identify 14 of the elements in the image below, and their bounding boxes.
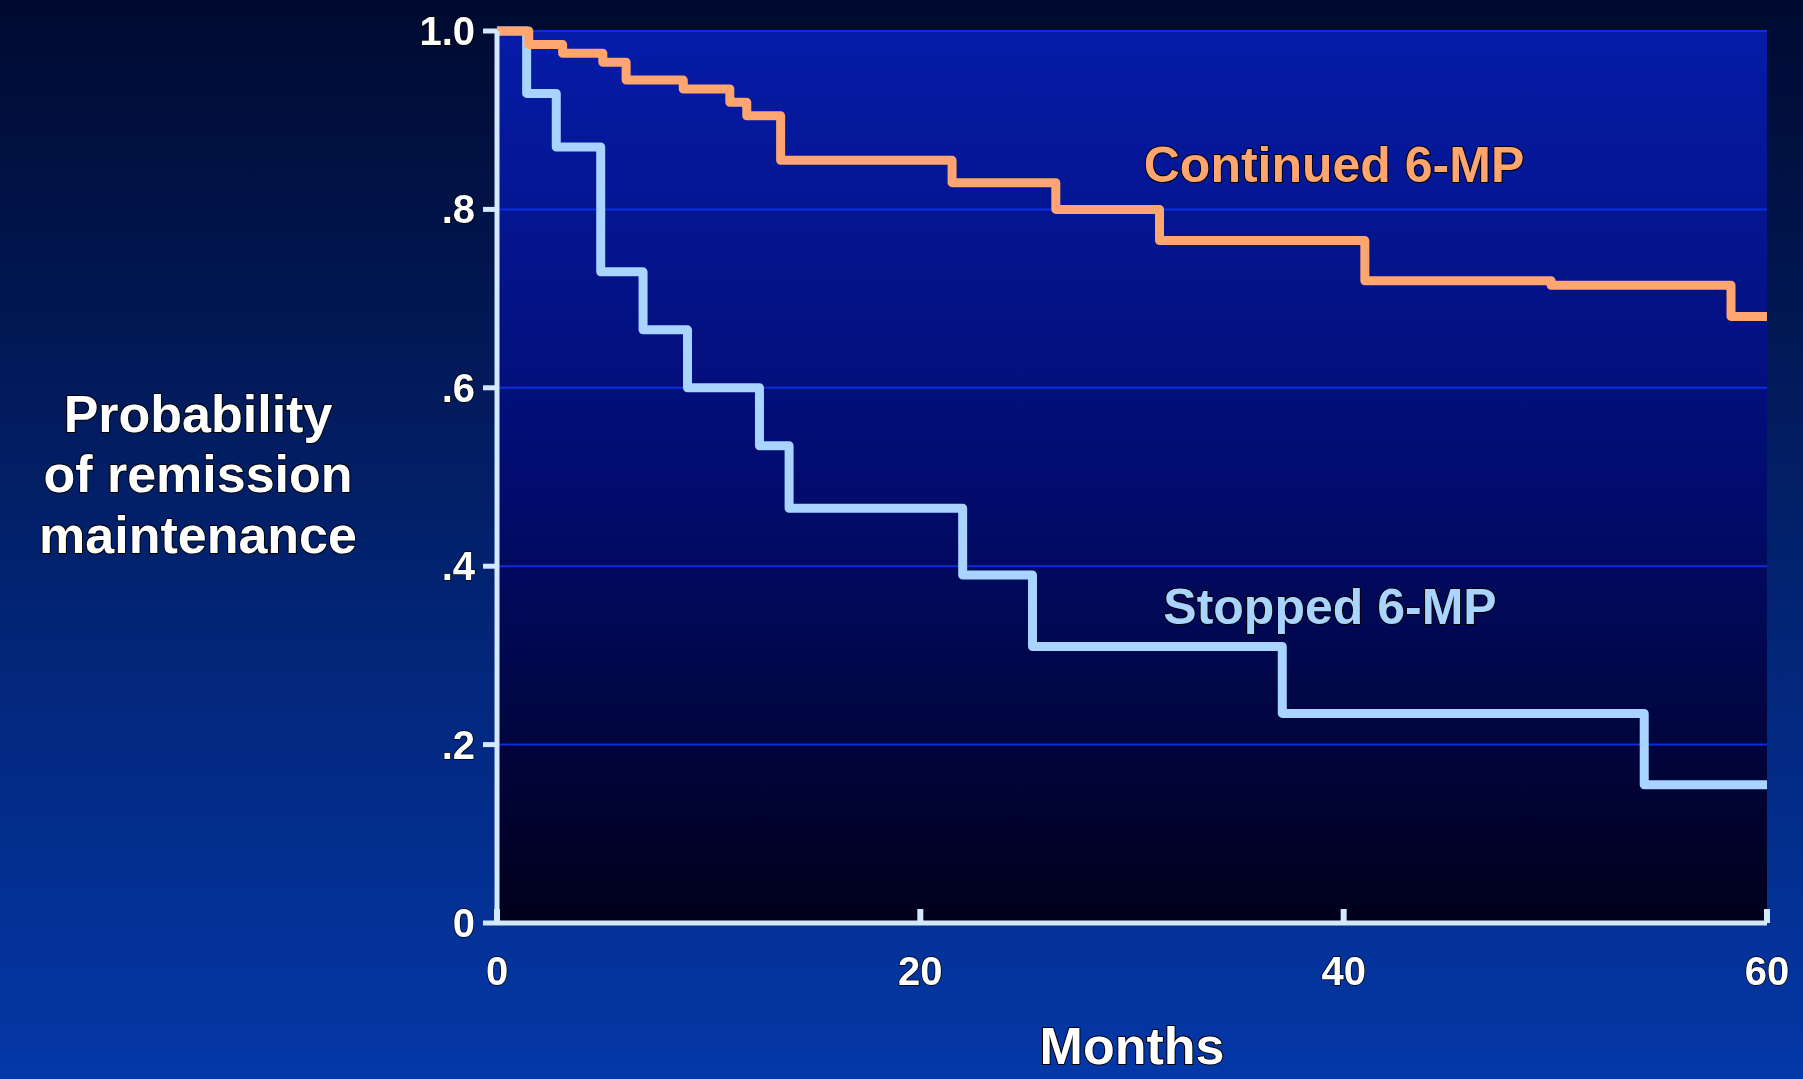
y-tick-label: 1.0 — [419, 9, 475, 53]
x-tick-label: 20 — [898, 949, 943, 993]
y-axis-title: Probability of remission maintenance — [39, 384, 357, 564]
y-tick-label: .4 — [441, 544, 476, 589]
series-label: Stopped 6-MP — [1163, 578, 1497, 635]
y-tick-label: 0 — [452, 901, 475, 945]
y-tick-label: .8 — [441, 187, 475, 232]
x-axis-title: Months — [1039, 1017, 1225, 1075]
x-tick-label: 60 — [1744, 949, 1790, 993]
series-label: Continued 6-MP — [1143, 136, 1525, 193]
x-tick-label: 0 — [485, 949, 509, 993]
y-tick-label: .2 — [441, 722, 475, 767]
y-tick-label: .6 — [441, 365, 475, 410]
x-tick-label: 40 — [1321, 949, 1366, 993]
